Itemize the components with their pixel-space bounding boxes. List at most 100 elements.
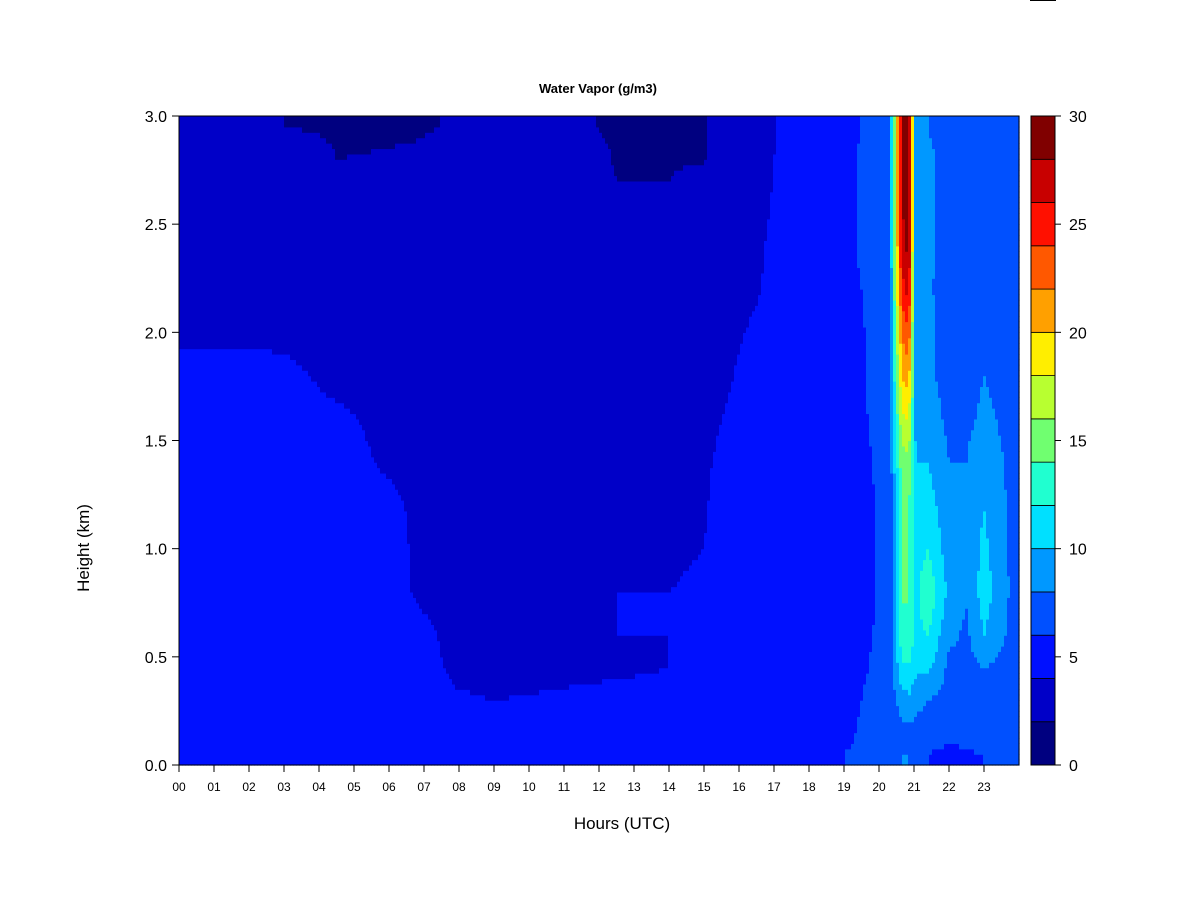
- heatmap-cell: [185, 754, 189, 761]
- heatmap-cell: [221, 499, 225, 506]
- heatmap-cell: [197, 332, 201, 339]
- heatmap-cell: [200, 429, 204, 436]
- heatmap-cell: [197, 202, 201, 209]
- heatmap-cell: [218, 170, 222, 177]
- heatmap-cell: [215, 310, 219, 317]
- heatmap-cell: [209, 429, 213, 436]
- heatmap-cell: [191, 429, 195, 436]
- heatmap-cell: [206, 716, 210, 723]
- heatmap-cell: [188, 678, 192, 685]
- heatmap-cell: [212, 305, 216, 312]
- heatmap-cell: [209, 381, 213, 388]
- heatmap-cell: [209, 532, 213, 539]
- heatmap-cell: [215, 700, 219, 707]
- heatmap-cell: [209, 424, 213, 431]
- heatmap-cell: [197, 743, 201, 750]
- heatmap-cell: [179, 716, 183, 723]
- heatmap-cell: [191, 521, 195, 528]
- heatmap-cell: [218, 445, 222, 452]
- heatmap-cell: [194, 267, 198, 274]
- heatmap-cell: [200, 759, 204, 766]
- heatmap-cell: [194, 554, 198, 561]
- heatmap-cell: [185, 608, 189, 615]
- heatmap-cell: [188, 132, 192, 139]
- heatmap-cell: [209, 667, 213, 674]
- heatmap-cell: [197, 591, 201, 598]
- heatmap-cell: [182, 759, 186, 766]
- heatmap-cell: [203, 586, 207, 593]
- heatmap-cell: [188, 543, 192, 550]
- heatmap-cell: [203, 618, 207, 625]
- heatmap-cell: [212, 516, 216, 523]
- heatmap-cell: [197, 343, 201, 350]
- heatmap-cell: [209, 234, 213, 241]
- heatmap-cell: [218, 673, 222, 680]
- heatmap-cell: [197, 283, 201, 290]
- heatmap-cell: [215, 689, 219, 696]
- heatmap-cell: [200, 597, 204, 604]
- heatmap-cell: [215, 132, 219, 139]
- heatmap-cell: [200, 564, 204, 571]
- heatmap-cell: [206, 440, 210, 447]
- heatmap-cell: [182, 602, 186, 609]
- heatmap-cell: [185, 451, 189, 458]
- heatmap-cell: [200, 435, 204, 442]
- heatmap-cell: [185, 191, 189, 198]
- heatmap-cell: [200, 629, 204, 636]
- heatmap-cell: [218, 364, 222, 371]
- heatmap-cell: [185, 207, 189, 214]
- heatmap-cell: [185, 424, 189, 431]
- heatmap-cell: [179, 673, 183, 680]
- heatmap-cell: [218, 251, 222, 258]
- heatmap-cell: [200, 397, 204, 404]
- heatmap-cell: [194, 543, 198, 550]
- heatmap-cell: [179, 408, 183, 415]
- heatmap-cell: [188, 624, 192, 631]
- heatmap-cell: [206, 721, 210, 728]
- heatmap-cell: [206, 489, 210, 496]
- heatmap-cell: [221, 121, 225, 128]
- heatmap-cell: [200, 472, 204, 479]
- heatmap-cell: [212, 608, 216, 615]
- heatmap-cell: [203, 537, 207, 544]
- heatmap-cell: [221, 700, 225, 707]
- heatmap-cell: [212, 575, 216, 582]
- heatmap-cell: [179, 651, 183, 658]
- heatmap-cell: [191, 483, 195, 490]
- heatmap-cell: [218, 186, 222, 193]
- heatmap-cell: [188, 754, 192, 761]
- heatmap-cell: [221, 305, 225, 312]
- heatmap-cell: [212, 700, 216, 707]
- heatmap-cell: [191, 510, 195, 517]
- heatmap-cell: [191, 505, 195, 512]
- heatmap-cell: [182, 289, 186, 296]
- heatmap-cell: [188, 240, 192, 247]
- heatmap-cell: [206, 694, 210, 701]
- heatmap-cell: [200, 132, 204, 139]
- heatmap-cell: [203, 337, 207, 344]
- heatmap-cell: [224, 743, 228, 750]
- heatmap-cell: [218, 608, 222, 615]
- heatmap-cell: [212, 489, 216, 496]
- heatmap-cell: [215, 299, 219, 306]
- heatmap-cell: [218, 516, 222, 523]
- heatmap-cell: [194, 754, 198, 761]
- heatmap-cell: [200, 694, 204, 701]
- heatmap-cell: [191, 689, 195, 696]
- heatmap-cell: [194, 451, 198, 458]
- heatmap-cell: [182, 613, 186, 620]
- heatmap-cell: [188, 483, 192, 490]
- heatmap-cell: [209, 413, 213, 420]
- heatmap-cell: [221, 624, 225, 631]
- heatmap-cell: [188, 554, 192, 561]
- heatmap-cell: [203, 716, 207, 723]
- heatmap-cell: [200, 673, 204, 680]
- heatmap-cell: [182, 418, 186, 425]
- heatmap-cell: [194, 234, 198, 241]
- heatmap-cell: [191, 591, 195, 598]
- heatmap-cell: [209, 483, 213, 490]
- heatmap-cell: [221, 381, 225, 388]
- heatmap-cell: [206, 667, 210, 674]
- heatmap-cell: [212, 462, 216, 469]
- heatmap-cell: [185, 170, 189, 177]
